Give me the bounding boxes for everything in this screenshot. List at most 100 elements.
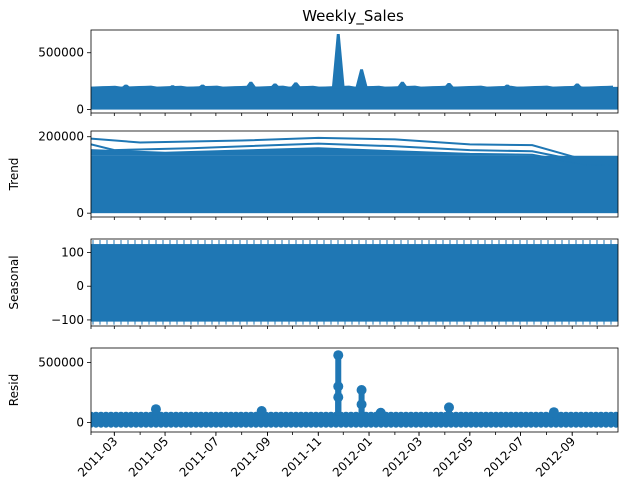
trend-curve-0 [91, 136, 618, 162]
resid-edge-point [428, 421, 434, 428]
resid-point-5 [356, 385, 367, 395]
x-axis: 2011-03 2011-05 2011-07 2011-09 2011-11 2012-… [75, 432, 578, 480]
resid-edge-point [368, 421, 374, 428]
resid-edge-point [583, 421, 589, 428]
resid-edge-point [198, 421, 204, 428]
resid-edge-point [553, 421, 559, 428]
resid-edge-point [423, 421, 429, 428]
resid-edge-point [233, 421, 239, 428]
resid-plot-area [91, 350, 618, 428]
resid-edge-point [253, 421, 259, 428]
seasonal-series-band [91, 244, 618, 322]
resid-edge-point [498, 421, 504, 428]
resid-edge-point [113, 421, 119, 428]
xtick-label: 2012-07 [481, 434, 526, 479]
observed-peak-1 [164, 85, 181, 90]
observed-series-band [91, 86, 618, 110]
resid-edge-point [358, 421, 364, 428]
resid-edge-point [518, 421, 524, 428]
resid-edge-point [413, 421, 419, 428]
resid-point-6 [356, 399, 367, 410]
resid-edge-point [298, 421, 304, 428]
resid-edge-point [558, 421, 564, 428]
resid-edge-point [488, 421, 494, 428]
resid-edge-point [273, 421, 279, 428]
resid-edge-point [448, 421, 454, 428]
resid-edge-point [303, 421, 309, 428]
trend-fill [91, 148, 618, 165]
observed-panel: 0 500000 [38, 29, 619, 117]
resid-edge-point [513, 421, 519, 428]
resid-edge-point [388, 421, 394, 428]
resid-edge-point [183, 421, 189, 428]
resid-point-1 [256, 406, 267, 416]
resid-edge-point [188, 421, 194, 428]
resid-edge-point [128, 421, 134, 428]
resid-edge-point [243, 421, 249, 428]
trend-ylabel: Trend [7, 158, 21, 192]
resid-point-2 [333, 350, 344, 361]
resid-edge-point [118, 421, 124, 428]
resid-point-0 [150, 404, 161, 415]
trend-plot-area [91, 136, 618, 214]
resid-edge-point [613, 421, 618, 428]
resid-edge-point [408, 421, 414, 428]
observed-peak-4 [267, 83, 283, 90]
xtick-label: 2011-07 [177, 434, 222, 479]
trend-ytick-label: 0 [76, 206, 84, 220]
resid-point-4 [333, 392, 344, 403]
resid-edge-point [203, 421, 209, 428]
trend-axes-frame [90, 130, 619, 218]
resid-edge-point [503, 421, 509, 428]
observed-peak-11 [570, 83, 585, 90]
resid-edge-point [108, 421, 114, 428]
seasonal-plot-area [91, 240, 618, 325]
observed-peak-9 [441, 82, 457, 90]
resid-edge-point [568, 421, 574, 428]
resid-edge-point [258, 421, 264, 428]
resid-edge-point [398, 421, 404, 428]
resid-edge-point [578, 421, 584, 428]
resid-edge-point [238, 421, 244, 428]
resid-edge-point [323, 421, 329, 428]
resid-edge-point [548, 421, 554, 428]
resid-point-3 [333, 381, 344, 392]
resid-edge-point [138, 421, 144, 428]
resid-edge-point [193, 421, 199, 428]
observed-plot-area [91, 34, 618, 110]
resid-edge-point [468, 421, 474, 428]
resid-edge-point [223, 421, 229, 428]
resid-edge-point [608, 421, 614, 428]
resid-edge-point [123, 421, 129, 428]
observed-peak-3 [243, 81, 258, 90]
resid-edge-point [91, 421, 94, 428]
resid-point-8 [375, 407, 386, 418]
resid-edge-point [588, 421, 594, 428]
resid-edge-point [438, 421, 444, 428]
resid-edge-point [612, 411, 618, 420]
resid-ytick-label: 0 [76, 415, 84, 429]
resid-edge-point [218, 421, 224, 428]
xtick-label: 2011-11 [279, 434, 324, 479]
chart-title: Weekly_Sales [302, 7, 404, 26]
resid-edge-point [363, 421, 369, 428]
resid-edge-point [343, 421, 349, 428]
resid-edge-point [403, 421, 409, 428]
xtick-label: 2012-01 [330, 434, 375, 479]
observed-peak-2 [195, 84, 210, 90]
resid-edge-point [353, 421, 359, 428]
resid-edge-point [573, 421, 579, 428]
observed-peak-7 [354, 69, 369, 90]
observed-peak-0 [118, 84, 134, 90]
resid-edge-point [383, 421, 389, 428]
resid-edge-point [478, 421, 484, 428]
resid-edge-point [93, 421, 99, 428]
resid-edge-point [453, 421, 459, 428]
seasonal-ytick-label: 0 [76, 279, 84, 293]
resid-edge-point [533, 421, 539, 428]
resid-edge-point [378, 421, 384, 428]
observed-peak-8 [395, 81, 410, 90]
resid-edge-point [598, 421, 604, 428]
resid-edge-point [98, 421, 104, 428]
